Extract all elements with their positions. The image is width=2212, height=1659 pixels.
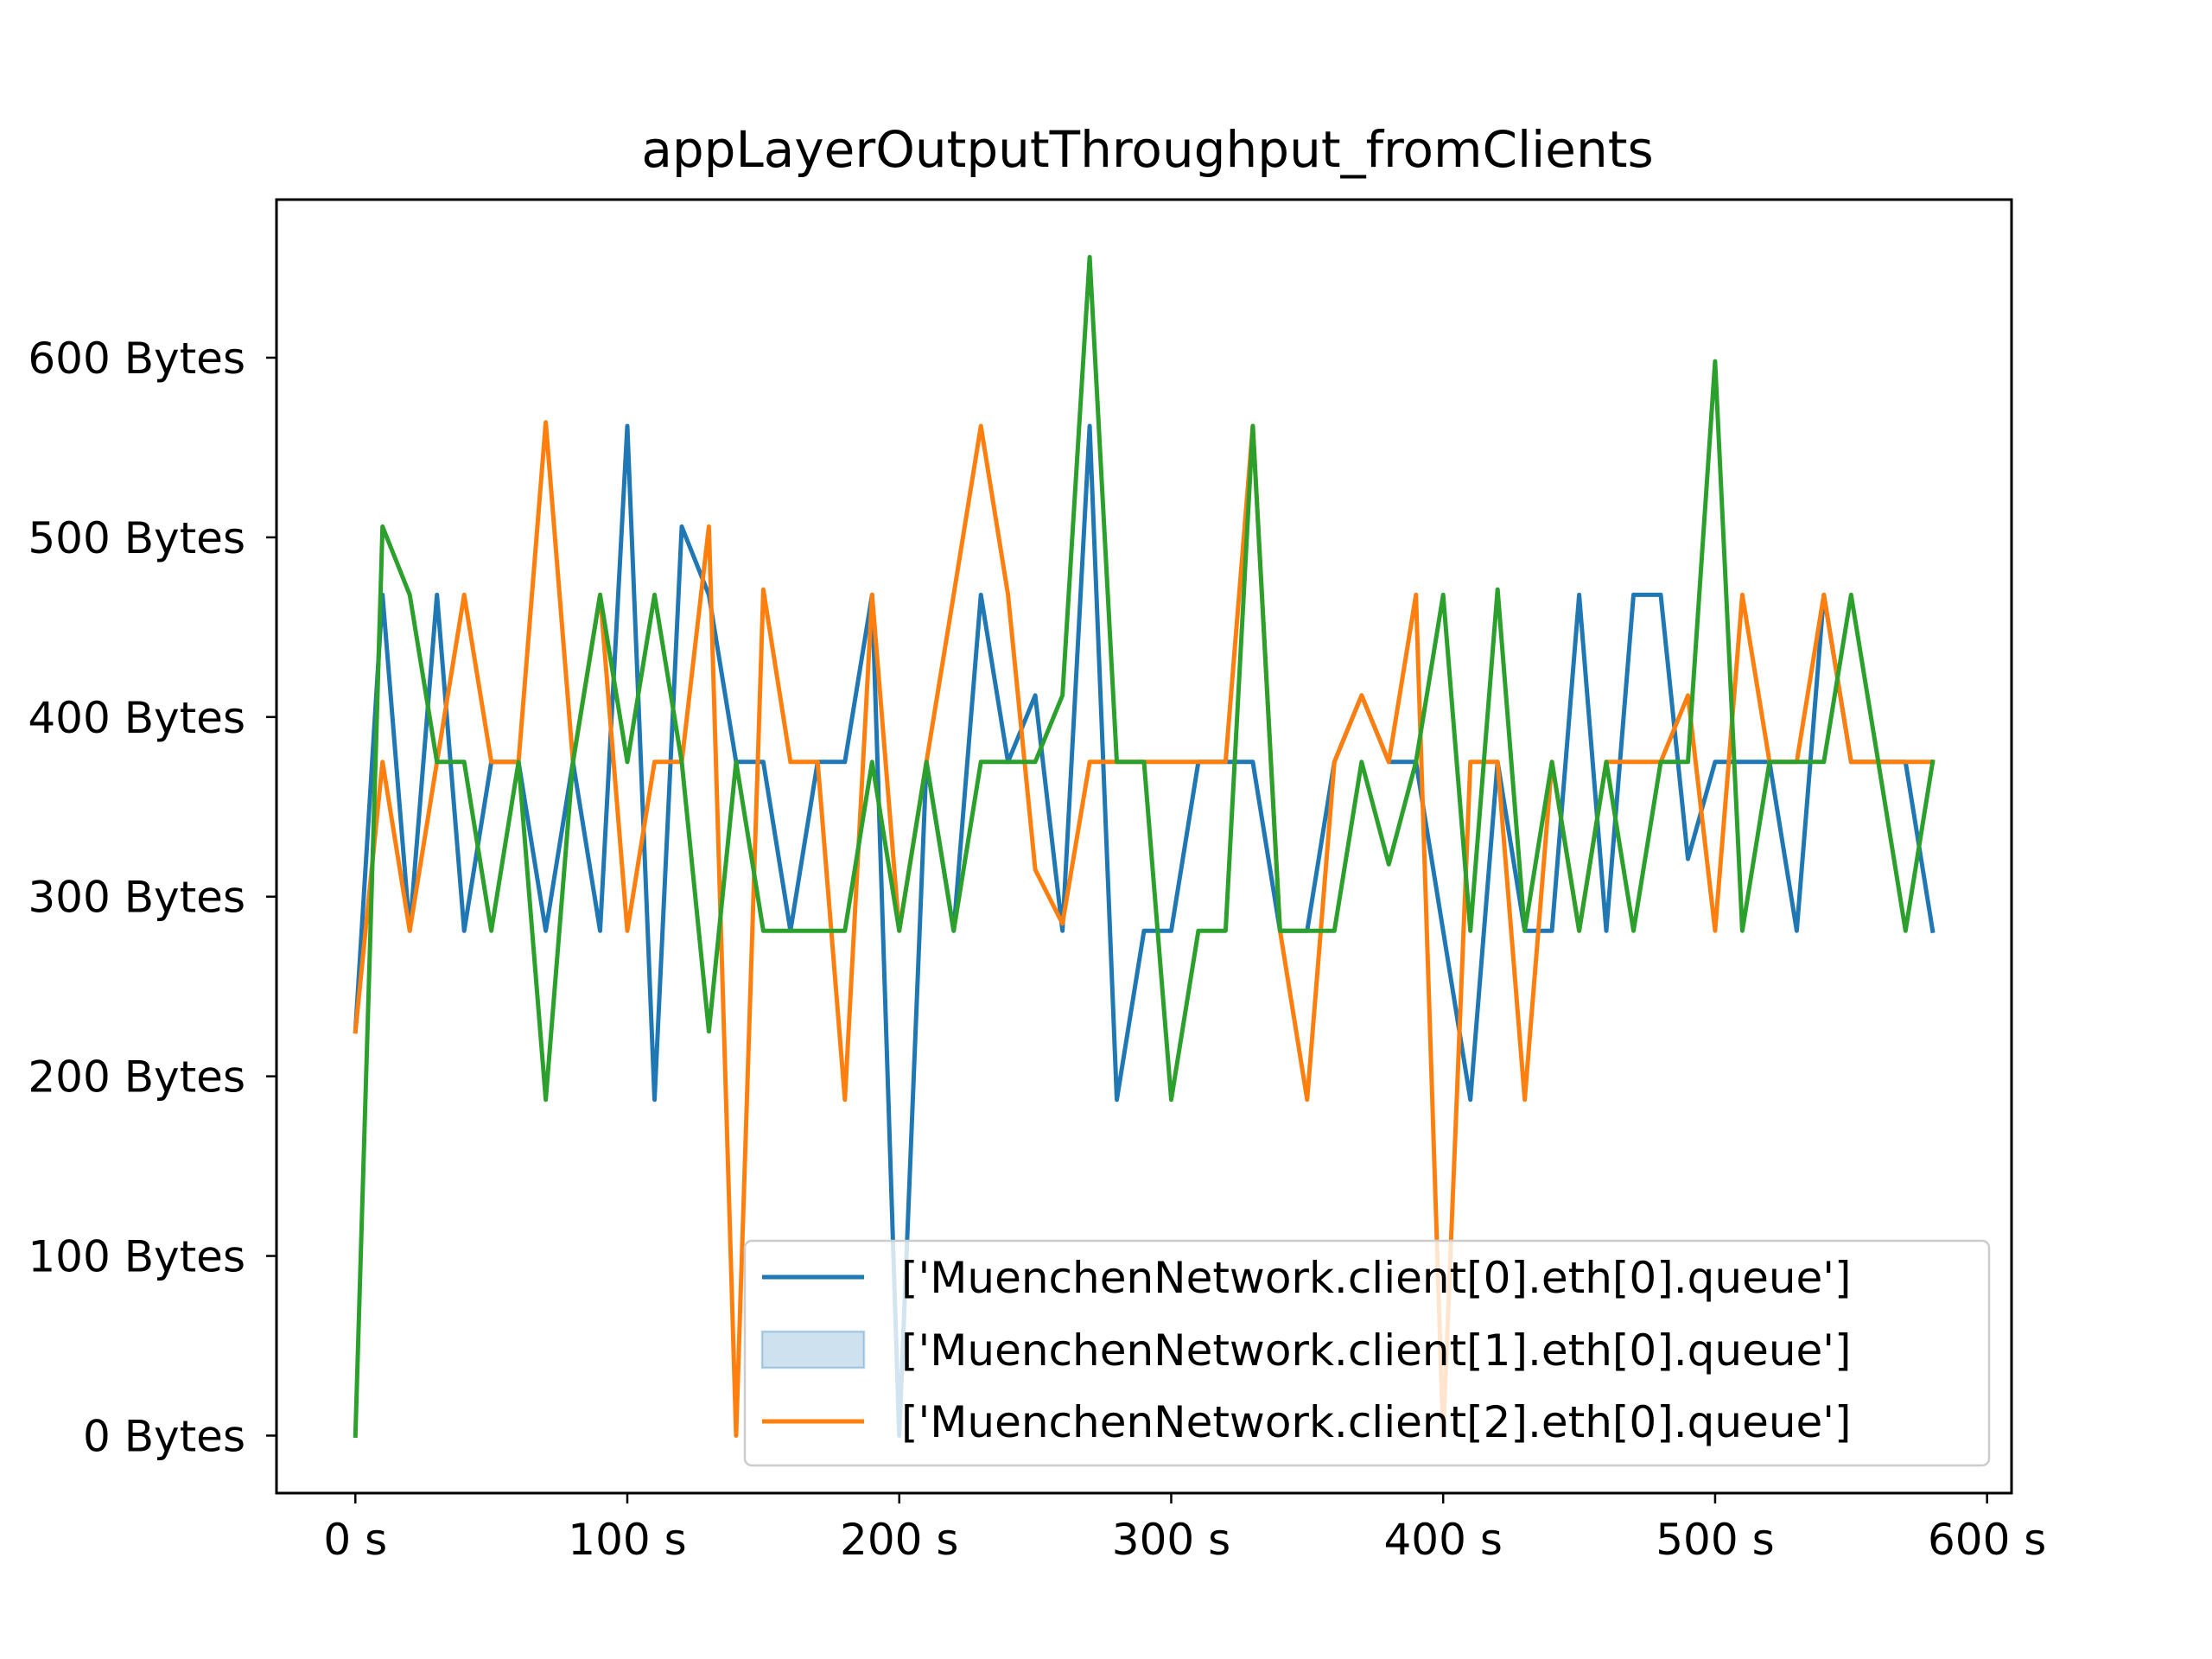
- y-tick-label: 300 Bytes: [28, 873, 245, 923]
- x-tick-label: 500 s: [1656, 1515, 1774, 1565]
- series-line-0: [353, 423, 1936, 1438]
- legend-label: ['MuenchenNetwork.client[2].eth[0].queue…: [901, 1397, 1852, 1447]
- series-line-2: [353, 255, 1936, 1439]
- y-tick-label: 200 Bytes: [28, 1052, 245, 1103]
- y-tick-label: 0 Bytes: [83, 1411, 245, 1461]
- series-layer: [353, 255, 1936, 1439]
- x-tick-label: 200 s: [840, 1515, 958, 1565]
- legend-box: [743, 1239, 1991, 1467]
- x-tick-label: 600 s: [1928, 1515, 2046, 1565]
- legend-patch-marker: [760, 1330, 866, 1370]
- x-tick-label: 400 s: [1384, 1515, 1503, 1565]
- x-axis: 0 s 100 s 200 s 300 s 400 s 500 s 600 s: [323, 1493, 2046, 1565]
- x-tick-label: 100 s: [568, 1515, 686, 1565]
- plot-frame: [275, 198, 2013, 1495]
- y-tick-label: 600 Bytes: [28, 334, 245, 384]
- legend: ['MuenchenNetwork.client[0].eth[0].queue…: [743, 1239, 1991, 1467]
- x-tick-label: 0 s: [323, 1515, 387, 1565]
- y-axis: 0 Bytes 100 Bytes 200 Bytes 300 Bytes 400 By…: [28, 334, 276, 1461]
- chart-title: appLayerOutputThroughput_fromClients: [641, 120, 1653, 179]
- legend-label: ['MuenchenNetwork.client[0].eth[0].queue…: [901, 1253, 1852, 1303]
- x-tick-label: 300 s: [1112, 1515, 1230, 1565]
- legend-label: ['MuenchenNetwork.client[1].eth[0].queue…: [901, 1325, 1852, 1376]
- y-tick-label: 500 Bytes: [28, 513, 245, 563]
- y-tick-label: 400 Bytes: [28, 693, 245, 743]
- y-tick-label: 100 Bytes: [28, 1232, 245, 1282]
